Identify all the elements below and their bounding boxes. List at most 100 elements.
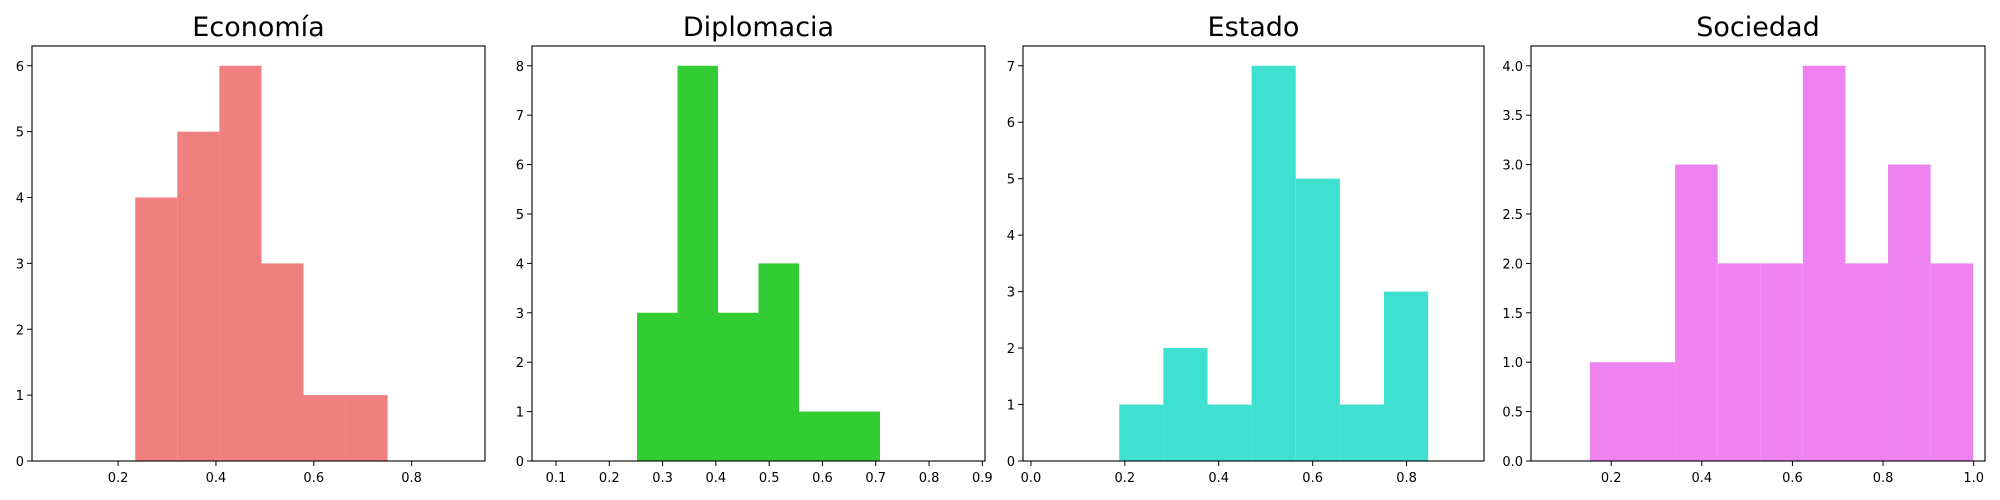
histogram-bar (345, 395, 388, 461)
x-tick-label: 1.0 (1963, 471, 1984, 486)
y-tick-label: 0 (516, 455, 524, 470)
histogram-bar (636, 312, 678, 461)
x-tick-label: 0.6 (1782, 471, 1803, 486)
y-tick-label: 4.0 (1502, 60, 1523, 75)
y-tick-label: 8 (516, 60, 524, 75)
x-tick-label: 0.8 (1873, 471, 1894, 486)
plot-frame (531, 45, 986, 462)
y-tick-label: 1 (516, 406, 524, 421)
y-tick-label: 1 (16, 389, 24, 404)
y-tick-label: 2 (1007, 342, 1015, 357)
histogram-bar (1339, 404, 1385, 461)
histogram-bar (799, 411, 840, 461)
y-tick-label: 7 (1007, 60, 1015, 75)
histogram-bar (1119, 404, 1164, 461)
y-tick-label: 7 (516, 109, 524, 124)
panel-sociedad: Sociedad 0.2 0.4 0.6 0.8 1.0 0.0 0.5 1.0 1.5 2.0… (1502, 12, 1986, 486)
x-tick-label: 0.6 (303, 471, 324, 486)
y-tick-label: 3 (1007, 286, 1015, 301)
y-axis: 0 1 2 3 4 5 6 7 (1007, 60, 1023, 470)
panel-diplomacia: Diplomacia 0.1 0.2 0.3 0.4 0.5 0.6 0.7 0.8 0.9 0… (516, 12, 993, 486)
y-tick-label: 3.5 (1502, 109, 1523, 124)
x-tick-label: 0.3 (652, 471, 673, 486)
y-tick-label: 0 (16, 455, 24, 470)
histogram-bar (219, 65, 262, 461)
y-tick-label: 0.0 (1502, 455, 1523, 470)
x-tick-label: 0.8 (401, 471, 422, 486)
x-axis: 0.1 0.2 0.3 0.4 0.5 0.6 0.7 0.8 0.9 (546, 461, 993, 486)
x-tick-label: 0.2 (599, 471, 620, 486)
y-axis: 0.0 0.5 1.0 1.5 2.0 2.5 3.0 3.5 4.0 (1502, 60, 1531, 470)
histogram-bar (261, 263, 304, 461)
y-tick-label: 6 (516, 159, 524, 174)
histogram-bar (1384, 291, 1429, 461)
y-tick-label: 2.5 (1502, 208, 1523, 223)
y-tick-label: 1.5 (1502, 307, 1523, 322)
x-axis: 0.2 0.4 0.6 0.8 1.0 (1601, 461, 1984, 486)
panel-title: Diplomacia (683, 12, 834, 43)
y-tick-label: 0 (1007, 455, 1015, 470)
y-tick-label: 0.5 (1502, 406, 1523, 421)
histogram-bar (1888, 164, 1931, 462)
histogram-bar (1632, 362, 1676, 461)
histogram-bar (303, 395, 346, 461)
x-tick-label: 0.5 (759, 471, 780, 486)
bar-group (1119, 65, 1429, 461)
histogram-bar (1675, 164, 1718, 462)
x-tick-label: 0.2 (1601, 471, 1622, 486)
y-tick-label: 1.0 (1502, 356, 1523, 371)
histogram-bar (677, 65, 718, 461)
histogram-bar (1295, 178, 1340, 461)
y-tick-label: 1 (1007, 399, 1015, 414)
y-axis: 0 1 2 3 4 5 6 7 8 (516, 60, 532, 470)
histogram-bar (1930, 263, 1974, 461)
histogram-bar (1802, 65, 1846, 461)
y-tick-label: 4 (516, 257, 524, 272)
x-tick-label: 0.8 (1396, 471, 1417, 486)
histogram-bar (1760, 263, 1803, 461)
y-tick-label: 5 (16, 126, 24, 141)
x-tick-label: 0.9 (972, 471, 993, 486)
x-tick-label: 0.4 (206, 471, 227, 486)
plot-frame (31, 45, 486, 462)
histogram-bar (1717, 263, 1761, 461)
x-tick-label: 0.1 (546, 471, 567, 486)
y-tick-label: 4 (1007, 229, 1015, 244)
x-tick-label: 0.4 (1208, 471, 1229, 486)
x-axis: 0.2 0.4 0.6 0.8 (108, 461, 422, 486)
bar-group (135, 65, 388, 461)
x-tick-label: 0.0 (1021, 471, 1042, 486)
panel-title: Economía (192, 12, 324, 43)
y-tick-label: 3.0 (1502, 159, 1523, 174)
y-tick-label: 2.0 (1502, 257, 1523, 272)
x-axis: 0.0 0.2 0.4 0.6 0.8 (1021, 461, 1417, 486)
histogram-bar (1207, 404, 1252, 461)
bar-group (1589, 65, 1974, 462)
y-axis: 0 1 2 3 4 5 6 (16, 60, 32, 470)
y-tick-label: 2 (16, 323, 24, 338)
histogram-bar (177, 131, 220, 461)
histogram-bar (758, 263, 800, 461)
y-tick-label: 6 (16, 60, 24, 75)
y-tick-label: 4 (16, 192, 24, 207)
x-tick-label: 0.6 (1302, 471, 1323, 486)
y-tick-label: 2 (516, 356, 524, 371)
panel-economia: Economía 0.2 0.4 0.6 0.8 0 1 2 3 4 5 6 (16, 12, 486, 486)
plot-frame (1530, 45, 1986, 462)
histogram-bar (1845, 263, 1889, 461)
panel-estado: Estado 0.0 0.2 0.4 0.6 0.8 0 1 2 3 4 5 6 7 (1007, 12, 1485, 486)
y-tick-label: 3 (516, 307, 524, 322)
y-tick-label: 5 (516, 208, 524, 223)
y-tick-label: 6 (1007, 116, 1015, 131)
histogram-bar (135, 197, 178, 461)
histogram-bar (839, 411, 881, 461)
y-tick-label: 5 (1007, 173, 1015, 188)
x-tick-label: 0.2 (1115, 471, 1136, 486)
panel-title: Estado (1208, 12, 1300, 43)
bar-group (636, 65, 881, 461)
x-tick-label: 0.2 (108, 471, 129, 486)
histogram-bar (1251, 65, 1296, 461)
x-tick-label: 0.6 (812, 471, 833, 486)
y-tick-label: 3 (16, 257, 24, 272)
